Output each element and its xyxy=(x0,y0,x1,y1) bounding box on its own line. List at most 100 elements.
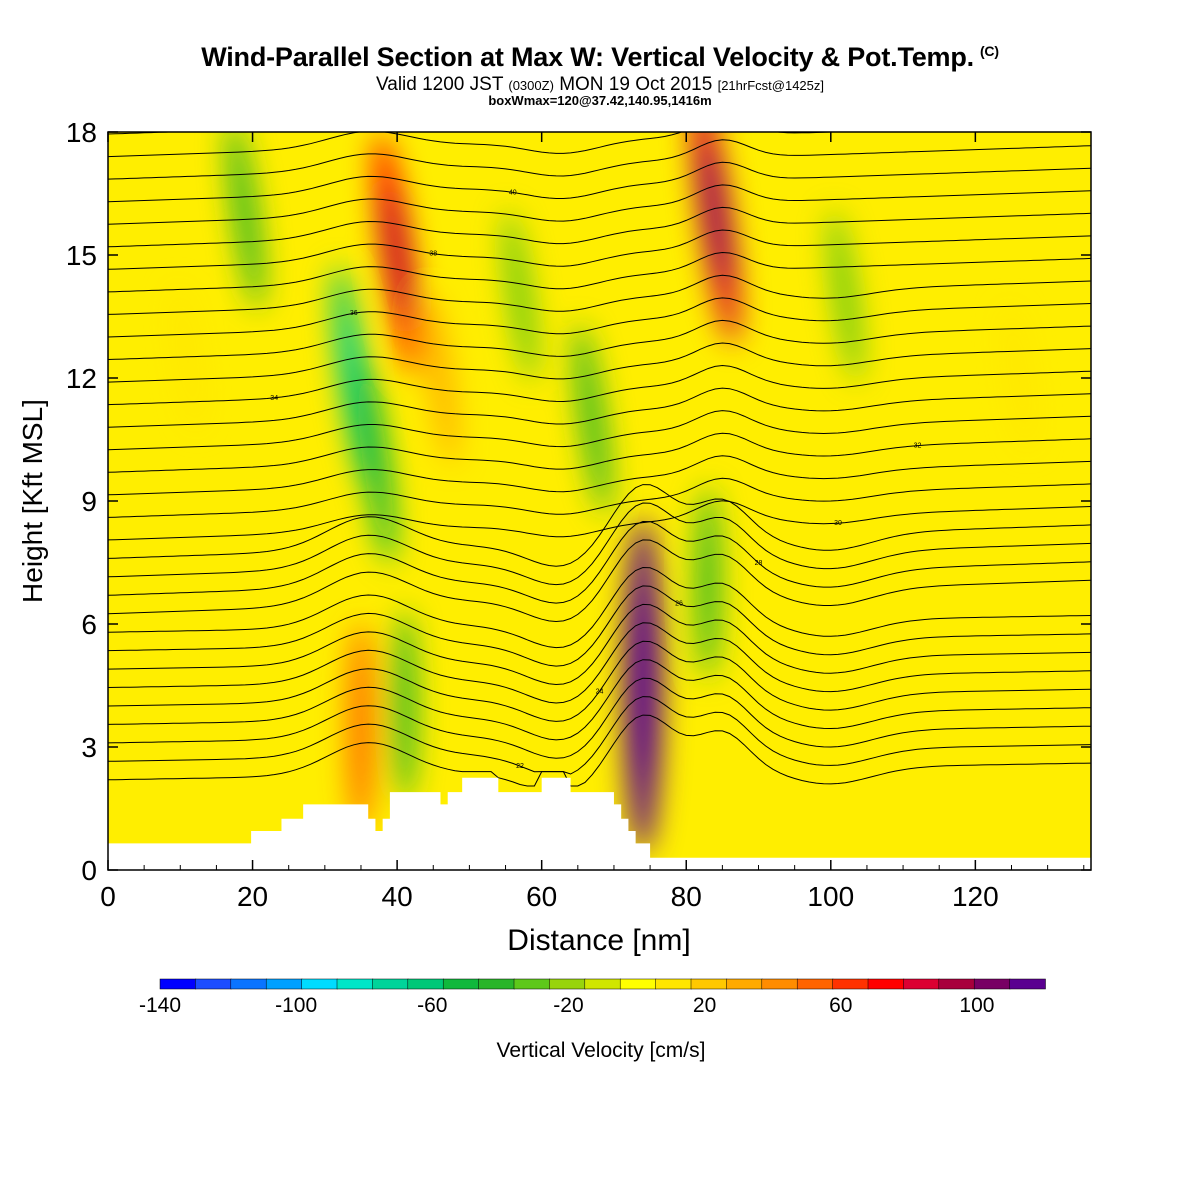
valid-date: MON 19 Oct 2015 xyxy=(559,74,713,95)
box-info: boxWmax=120@37.42,140.95,1416m xyxy=(488,93,712,108)
velocity-cell xyxy=(695,487,721,679)
x-axis-label: Distance [nm] xyxy=(507,924,690,957)
colorbar-swatch xyxy=(265,978,303,990)
colorbar-swatch xyxy=(195,978,232,990)
colorbar: -140 -100 -60 -20 20 60 100 xyxy=(139,978,1046,1017)
y-tick-label: 3 xyxy=(81,732,97,763)
velocity-cell xyxy=(423,291,458,465)
isentrope xyxy=(108,502,1091,586)
velocity-core xyxy=(701,142,729,286)
velocity-core xyxy=(384,187,410,323)
isentrope xyxy=(108,622,1091,704)
isentrope xyxy=(108,184,1091,225)
terrain-mask xyxy=(108,777,1091,870)
velocity-cell xyxy=(1004,305,1034,451)
velocity-core xyxy=(631,593,654,778)
isentrope xyxy=(108,520,1091,604)
isentrope xyxy=(108,455,1091,496)
potential-temperature-contours: 22 24 26 28 30 32 34 36 38 40 48 xyxy=(108,123,1091,787)
isentrope xyxy=(108,274,1091,315)
forecast-info: [21hrFcst@1425z] xyxy=(717,78,825,93)
isentrope xyxy=(108,603,1091,686)
colorbar-swatch xyxy=(584,978,621,990)
x-tick-label: 60 xyxy=(526,881,557,912)
contour-label: 40 xyxy=(509,189,517,196)
colorbar-tick-label: -140 xyxy=(139,994,181,1017)
contour-label: 26 xyxy=(675,601,683,608)
isentrope xyxy=(108,139,1091,180)
x-tick-label: 40 xyxy=(382,881,413,912)
isentrope xyxy=(108,132,846,158)
velocity-cell xyxy=(227,132,264,310)
colorbar-swatch xyxy=(938,978,975,990)
isentrope xyxy=(108,206,1091,248)
colorbar-swatch xyxy=(549,978,586,990)
velocity-cell xyxy=(355,356,396,564)
copyright-mark: (C) xyxy=(979,43,999,59)
x-tick-label: 100 xyxy=(807,881,854,912)
isentrope xyxy=(108,696,1091,775)
colorbar-tick-label: -100 xyxy=(275,994,317,1017)
y-tick-label: 12 xyxy=(66,363,97,394)
colorbar-swatch xyxy=(726,978,763,990)
x-tick-label: 80 xyxy=(671,881,702,912)
isentrope xyxy=(108,132,183,135)
plot-area: 22 24 26 28 30 32 34 36 38 40 48 xyxy=(108,123,1091,870)
velocity-cell xyxy=(573,323,611,515)
colorbar-tick-label: 100 xyxy=(959,994,994,1017)
isentrope xyxy=(108,342,1091,383)
isentrope xyxy=(108,640,1091,722)
isentrope xyxy=(108,387,1091,428)
isentrope xyxy=(108,484,1091,567)
colorbar-swatch xyxy=(867,978,905,990)
isentrope xyxy=(108,566,1091,649)
contour-label: 32 xyxy=(914,443,922,450)
colorbar-swatch xyxy=(159,978,197,990)
isentrope xyxy=(108,659,1091,741)
colorbar-swatch xyxy=(372,978,409,990)
isentrope xyxy=(108,677,1091,759)
isentrope xyxy=(108,585,1091,667)
colorbar-swatch xyxy=(832,978,869,990)
contour-label: 28 xyxy=(755,560,763,567)
velocity-cell xyxy=(503,209,537,383)
y-axis-label: Height [Kft MSL] xyxy=(17,399,48,603)
velocity-field xyxy=(173,132,1034,854)
x-tick-label: 120 xyxy=(952,881,999,912)
chart-title-text: Wind-Parallel Section at Max W: Vertical… xyxy=(201,42,974,72)
colorbar-tick-label: -20 xyxy=(553,994,583,1017)
chart-title: Wind-Parallel Section at Max W: Vertical… xyxy=(0,42,1200,73)
colorbar-tick-label: 20 xyxy=(693,994,716,1017)
colorbar-swatch xyxy=(513,978,551,990)
colorbar-swatch xyxy=(301,978,338,990)
velocity-cell xyxy=(347,621,375,832)
contour-label: 48 xyxy=(588,123,596,130)
y-tick-label: 0 xyxy=(81,855,97,886)
valid-time: Valid 1200 JST xyxy=(375,74,504,95)
isentrope xyxy=(108,229,1091,270)
colorbar-swatch xyxy=(796,978,834,990)
velocity-cell xyxy=(828,209,863,383)
colorbar-swatch xyxy=(619,978,657,990)
colorbar-swatch xyxy=(973,978,1011,990)
colorbar-label: Vertical Velocity [cm/s] xyxy=(497,1039,706,1062)
isentrope xyxy=(108,432,1091,473)
isentrope xyxy=(108,161,1091,203)
valid-zulu: (0300Z) xyxy=(508,78,554,93)
isentrope xyxy=(108,410,1091,451)
colorbar-swatch xyxy=(1009,978,1046,990)
y-tick-label: 15 xyxy=(66,240,97,271)
colorbar-tick-label: 60 xyxy=(829,994,852,1017)
colorbar-swatch xyxy=(761,978,798,990)
chart-subtitle: Valid 1200 JST (0300Z) MON 19 Oct 2015 [… xyxy=(0,74,1200,96)
x-axis: 0 20 40 60 80 100 120 xyxy=(100,132,1085,912)
isentrope xyxy=(108,477,1091,518)
isentrope xyxy=(108,251,1091,293)
contour-label: 34 xyxy=(270,395,278,402)
colorbar-swatch xyxy=(407,978,444,990)
y-tick-label: 6 xyxy=(81,609,97,640)
colorbar-swatch xyxy=(336,978,374,990)
colorbar-swatch xyxy=(690,978,728,990)
isentrope xyxy=(108,500,1091,541)
isentrope xyxy=(108,319,1091,360)
